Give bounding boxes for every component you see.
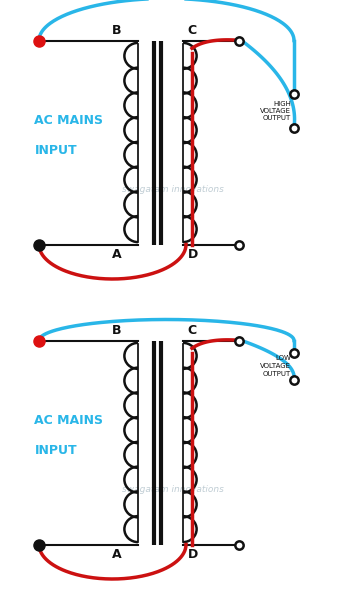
Text: C: C	[187, 325, 197, 337]
Text: HIGH
VOLTAGE
OUTPUT: HIGH VOLTAGE OUTPUT	[260, 100, 291, 121]
Text: swagatam innovations: swagatam innovations	[121, 185, 224, 193]
Text: B: B	[112, 25, 122, 37]
Text: LOW
VOLTAGE
OUTPUT: LOW VOLTAGE OUTPUT	[260, 355, 291, 377]
Text: INPUT: INPUT	[34, 443, 77, 457]
Text: swagatam innovations: swagatam innovations	[121, 485, 224, 493]
Text: C: C	[187, 25, 197, 37]
Text: A: A	[112, 547, 122, 560]
Text: B: B	[112, 325, 122, 337]
Text: AC MAINS: AC MAINS	[34, 113, 104, 127]
Text: A: A	[112, 247, 122, 260]
Text: AC MAINS: AC MAINS	[34, 413, 104, 427]
Text: D: D	[187, 547, 198, 560]
Text: INPUT: INPUT	[34, 143, 77, 157]
Text: D: D	[187, 247, 198, 260]
